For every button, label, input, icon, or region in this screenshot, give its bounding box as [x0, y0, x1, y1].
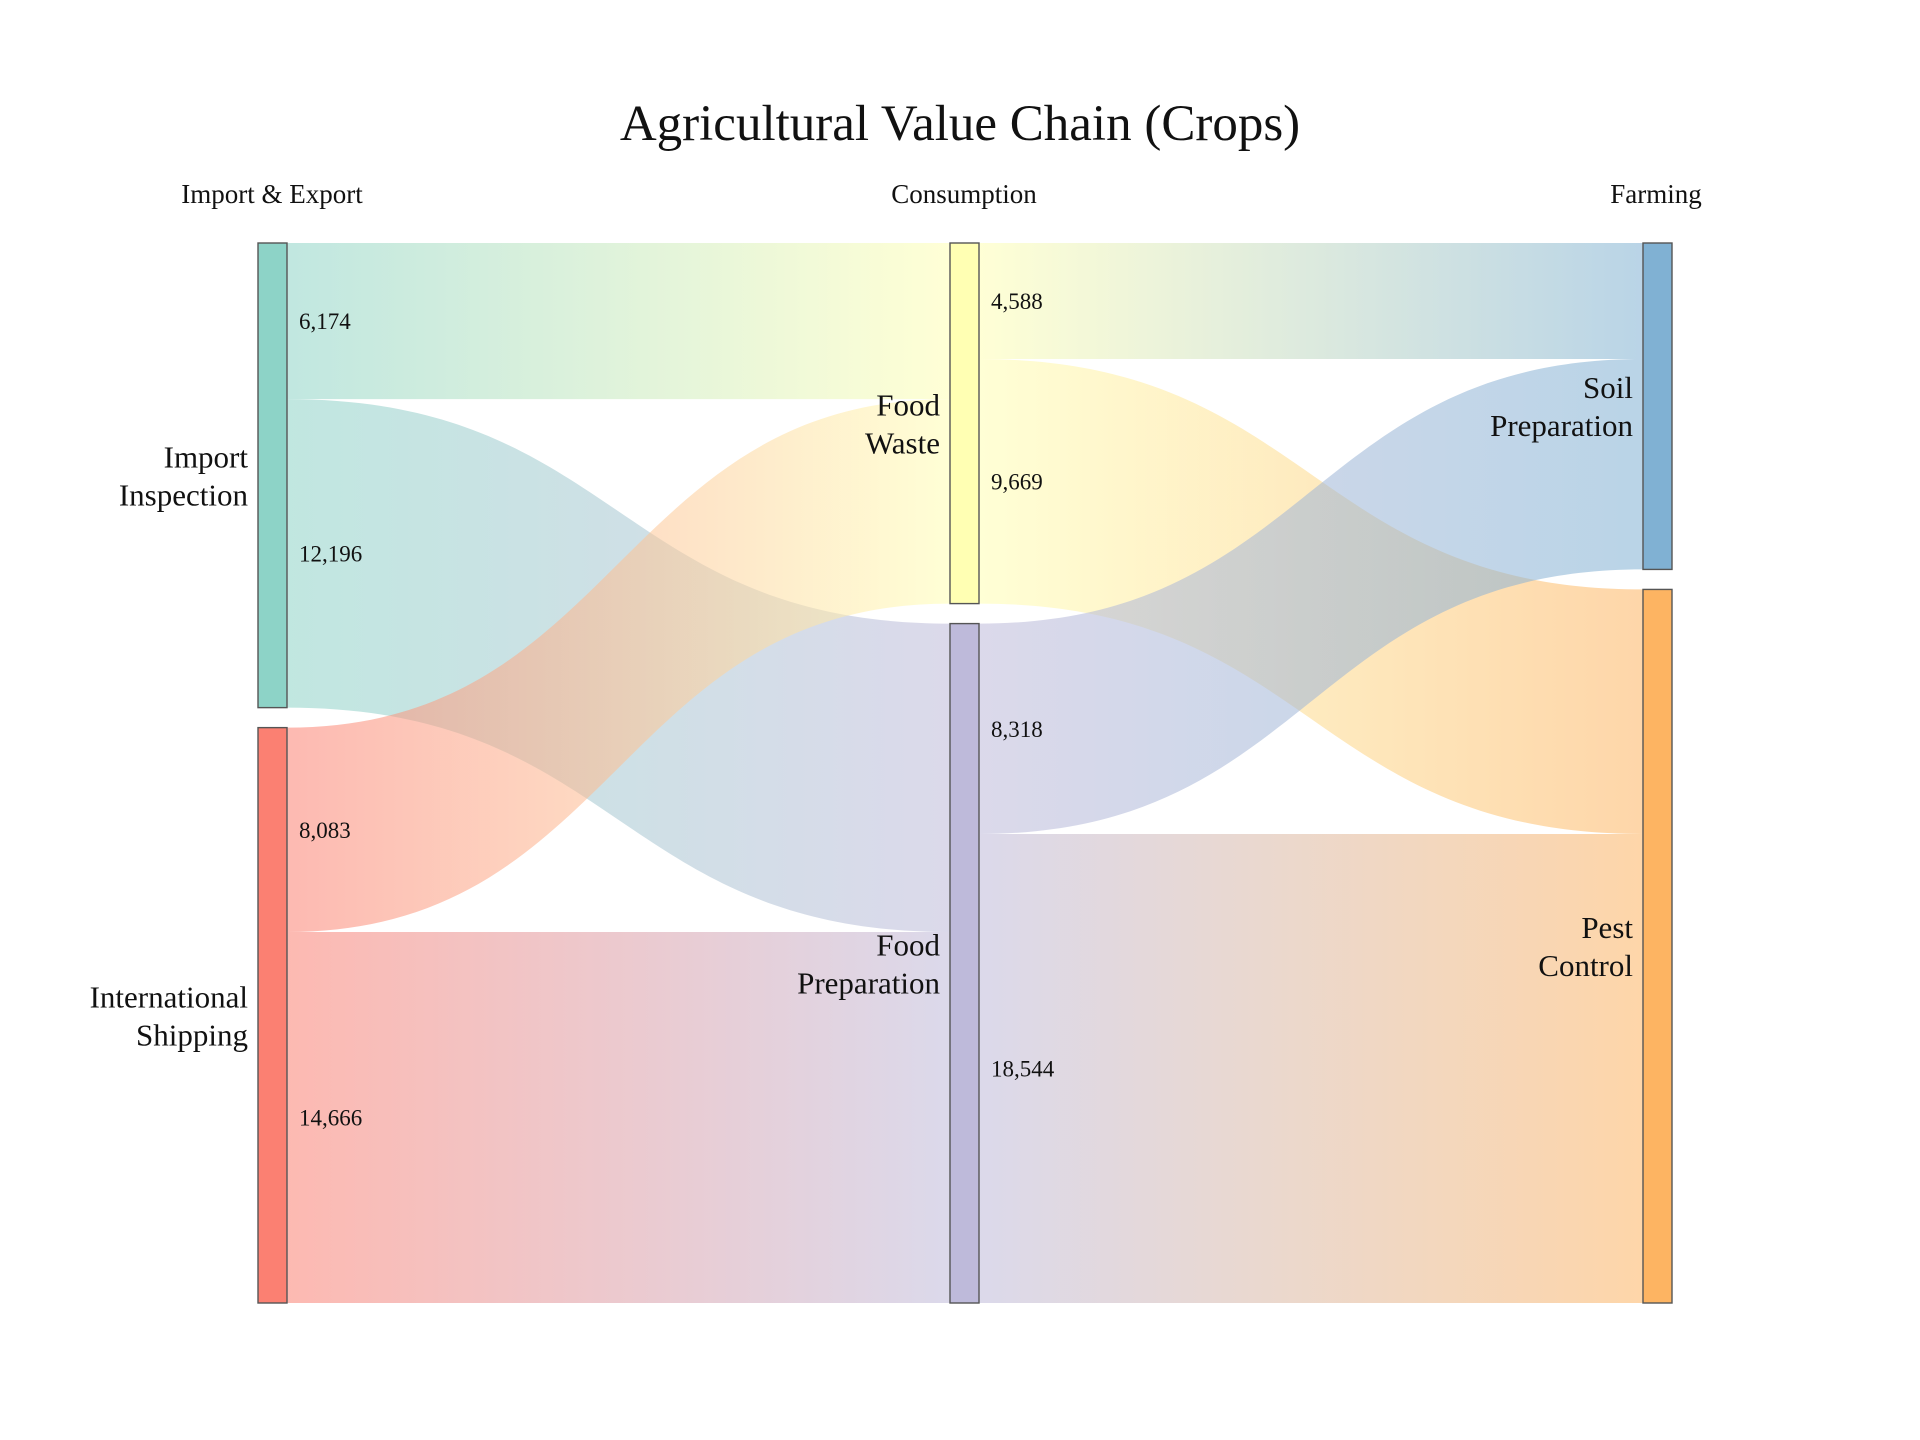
- node-label-food-preparation: Food Preparation: [797, 927, 940, 1000]
- nodes-layer: [257, 242, 1673, 1304]
- link-food-waste-to-soil-preparation: [979, 243, 1643, 360]
- link-value-label: 8,318: [991, 717, 1043, 742]
- node-label-soil-preparation: Soil Preparation: [1490, 370, 1633, 443]
- link-food-preparation-to-soil-preparation: [979, 359, 1643, 834]
- column-header-import-export: Import & Export: [181, 179, 363, 209]
- chart-title: Agricultural Value Chain (Crops): [620, 96, 1300, 152]
- node-label-international-shipping: International Shipping: [90, 979, 248, 1052]
- link-food-preparation-to-pest-control: [979, 833, 1643, 1303]
- links-layer: [287, 243, 1643, 1303]
- column-header-farming: Farming: [1610, 179, 1702, 209]
- node-international-shipping: [257, 726, 288, 1304]
- node-food-preparation: [949, 622, 980, 1304]
- column-header-consumption: Consumption: [891, 179, 1037, 209]
- link-value-label: 18,544: [991, 1056, 1055, 1081]
- link-import-inspection-to-food-waste: [287, 243, 950, 400]
- node-pest-control: [1642, 588, 1673, 1304]
- link-value-label: 9,669: [991, 469, 1043, 494]
- node-import-inspection: [257, 242, 288, 709]
- node-label-pest-control: Pest Control: [1538, 910, 1633, 983]
- node-label-food-waste: Food Waste: [865, 387, 940, 460]
- link-international-shipping-to-food-preparation: [287, 932, 950, 1303]
- link-value-label: 12,196: [299, 541, 362, 566]
- link-international-shipping-to-food-waste: [287, 399, 950, 933]
- node-label-import-inspection: Import Inspection: [119, 439, 249, 512]
- link-value-label: 14,666: [299, 1106, 362, 1131]
- link-value-label: 4,588: [991, 289, 1043, 314]
- link-value-label: 6,174: [299, 309, 351, 334]
- node-food-waste: [949, 242, 980, 605]
- link-value-label: 8,083: [299, 818, 351, 843]
- node-soil-preparation: [1642, 242, 1673, 571]
- labels-layer: 6,174 12,196 8,083 14,666 4,588 9,669 8,318 18,…: [90, 289, 1634, 1131]
